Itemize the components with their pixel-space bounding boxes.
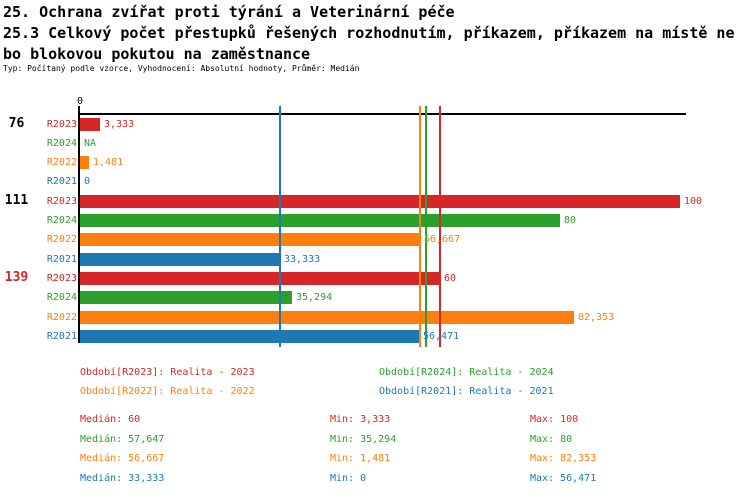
value-label-r2023: 3,333 bbox=[104, 118, 135, 130]
x-axis-line bbox=[78, 113, 686, 115]
chart-title-line-2: 25.3 Celkový počet přestupků řešených ro… bbox=[3, 24, 735, 42]
stat-median-r2021: Medián: 33,333 bbox=[80, 473, 165, 484]
row-label-r2024: R2024 bbox=[46, 215, 77, 226]
group-label-139: 139 bbox=[4, 270, 29, 286]
bar-r2024 bbox=[80, 214, 560, 227]
stat-max-r2022: Max: 82,353 bbox=[530, 453, 597, 464]
row-label-r2023: R2023 bbox=[46, 272, 77, 284]
y-axis-line bbox=[78, 106, 80, 343]
value-label-r2024: 35,294 bbox=[296, 292, 333, 304]
row-label-r2022: R2022 bbox=[46, 234, 77, 246]
stat-min-r2023: Min: 3,333 bbox=[330, 414, 391, 425]
value-label-r2022: 1,481 bbox=[93, 157, 124, 169]
row-label-r2021: R2021 bbox=[46, 176, 77, 188]
stat-max-r2021: Max: 56,471 bbox=[530, 473, 597, 484]
row-label-r2021: R2021 bbox=[46, 253, 77, 265]
value-label-r2021: 0 bbox=[84, 176, 91, 188]
bar-r2023 bbox=[80, 194, 680, 208]
stat-min-r2024: Min: 35,294 bbox=[330, 434, 397, 445]
legend-item-r2023: Období[R2023]: Realita - 2023 bbox=[80, 367, 255, 378]
stat-max-r2024: Max: 80 bbox=[530, 434, 573, 445]
group-label-111: 111 bbox=[4, 193, 29, 209]
bar-r2021 bbox=[80, 252, 280, 266]
row-label-r2024: R2024 bbox=[46, 292, 77, 304]
x-axis-tick-0: 0 bbox=[76, 96, 84, 107]
stat-median-r2023: Medián: 60 bbox=[80, 414, 141, 425]
row-label-r2023: R2023 bbox=[46, 195, 77, 207]
value-label-r2023: 60 bbox=[444, 272, 457, 284]
reference-line-r2022 bbox=[419, 106, 421, 347]
reference-line-r2024 bbox=[424, 106, 427, 347]
legend-item-r2024: Období[R2024]: Realita - 2024 bbox=[379, 367, 554, 378]
reference-line-r2021 bbox=[278, 106, 281, 347]
value-label-r2024: 80 bbox=[564, 215, 577, 226]
row-label-r2022: R2022 bbox=[46, 311, 77, 323]
bar-r2022 bbox=[80, 233, 420, 247]
chart-title-line-3: bo blokovou pokutou na zaměstnance bbox=[3, 45, 311, 63]
bar-r2023 bbox=[80, 117, 100, 131]
stat-median-r2024: Medián: 57,647 bbox=[80, 434, 165, 445]
value-label-r2023: 100 bbox=[684, 195, 703, 207]
value-label-r2022: 56,667 bbox=[424, 234, 461, 246]
stat-min-r2021: Min: 0 bbox=[330, 473, 367, 484]
value-label-r2022: 82,353 bbox=[578, 311, 615, 323]
stat-max-r2023: Max: 100 bbox=[530, 414, 579, 425]
group-label-76: 76 bbox=[8, 116, 25, 131]
stat-median-r2022: Medián: 56,667 bbox=[80, 453, 165, 464]
bar-r2022 bbox=[80, 310, 574, 324]
row-label-r2022: R2022 bbox=[46, 157, 77, 169]
value-label-r2024: NA bbox=[84, 137, 97, 149]
value-label-r2021: 33,333 bbox=[284, 253, 321, 265]
reference-line-r2023 bbox=[439, 106, 441, 347]
bar-r2022 bbox=[80, 156, 89, 170]
stat-min-r2022: Min: 1,481 bbox=[330, 453, 391, 464]
row-label-r2021: R2021 bbox=[46, 330, 77, 342]
value-label-r2021: 56,471 bbox=[423, 330, 460, 342]
row-label-r2024: R2024 bbox=[46, 137, 77, 149]
legend-item-r2021: Období[R2021]: Realita - 2021 bbox=[379, 386, 554, 397]
chart-meta-line: Typ: Počítaný podle vzorce, Vyhodnocení:… bbox=[3, 64, 360, 73]
legend-item-r2022: Období[R2022]: Realita - 2022 bbox=[80, 386, 255, 397]
row-label-r2023: R2023 bbox=[46, 118, 77, 130]
bar-r2023 bbox=[80, 271, 440, 285]
bar-r2024 bbox=[80, 291, 292, 305]
bar-r2021 bbox=[80, 329, 419, 343]
chart-title-line-1: 25. Ochrana zvířat proti týrání a Veteri… bbox=[3, 3, 455, 21]
